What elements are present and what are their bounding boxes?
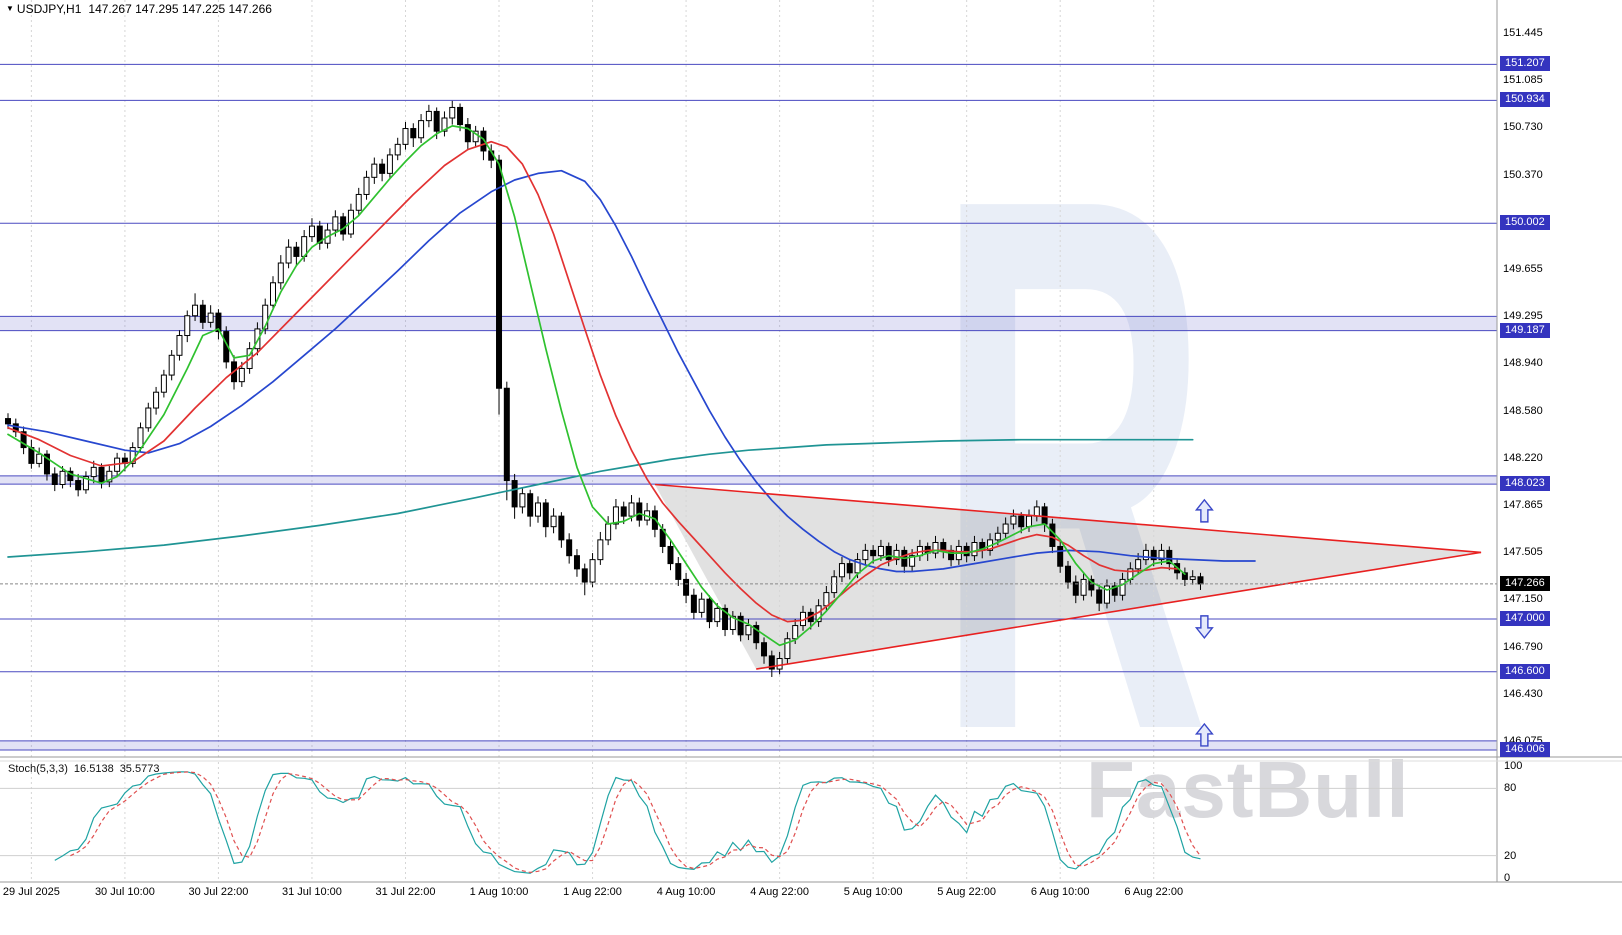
symbol-ohlc-values: 147.267 147.295 147.225 147.266 bbox=[88, 2, 272, 16]
stochastic-indicator-label: Stoch(5,3,3) 16.5138 35.5773 bbox=[8, 763, 159, 775]
stoch-d-value: 35.5773 bbox=[119, 763, 160, 775]
watermark-brand: FastBull bbox=[1086, 745, 1410, 834]
symbol-period-label: USDJPY,H1 bbox=[16, 2, 82, 16]
symbol-info: ▼ USDJPY,H1 147.267 147.295 147.225 147.26… bbox=[6, 2, 272, 16]
chart-dropdown-icon[interactable]: ▼ bbox=[6, 4, 14, 13]
stoch-indicator-name: Stoch(5,3,3) bbox=[8, 763, 68, 775]
watermark-logo: R bbox=[935, 40, 1210, 889]
stoch-k-value: 16.5138 bbox=[73, 763, 114, 775]
